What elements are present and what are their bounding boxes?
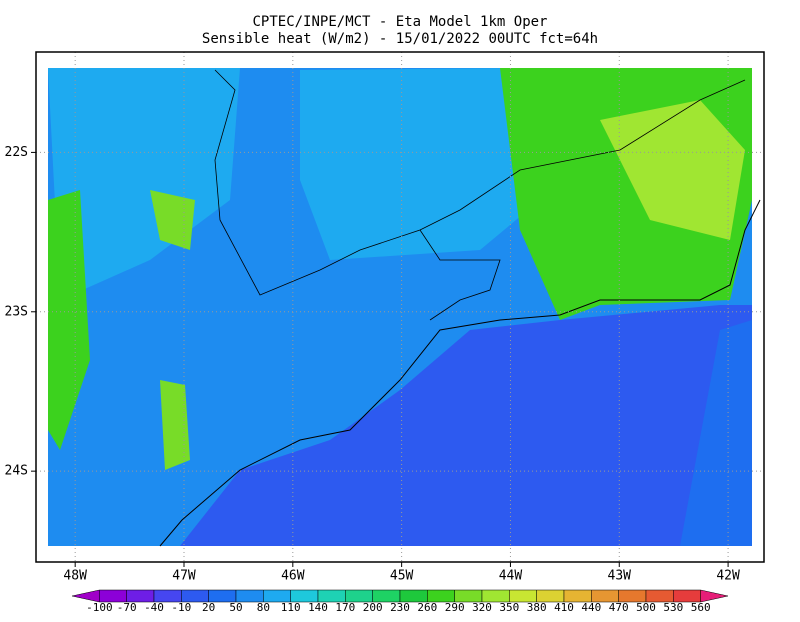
colorbar-label: 230 [390,601,410,614]
ocean-shade [680,320,752,546]
map-field [48,68,761,547]
coastline [159,199,761,547]
colorbar-label: 500 [636,601,656,614]
colorbar-label: 20 [202,601,215,614]
colorbar-label: 200 [363,601,383,614]
colorbar-label: -100 [86,601,113,614]
colorbar-label: 470 [609,601,629,614]
lon-tick-label: 47W [172,569,196,584]
state-border [419,229,501,321]
colorbar: -100 -70 -40 -10 20 50 80 110 140 170 200 230 260 290… [71,589,729,614]
lat-tick-label: 22S [5,145,28,160]
colorbar-label: 380 [527,601,547,614]
land-shade [300,68,540,260]
colorbar-label: 290 [445,601,465,614]
colorbar-label: 410 [554,601,574,614]
colorbar-label: 350 [499,601,519,614]
land-green [48,190,90,450]
land-warm [600,100,745,240]
colorbar-label: 440 [581,601,601,614]
colorbar-label: -40 [144,601,164,614]
ocean [180,305,752,546]
lon-tick-label: 44W [499,569,523,584]
colorbar-label: 320 [472,601,492,614]
colorbar-label: 260 [417,601,437,614]
lon-tick-label: 42W [716,569,740,584]
colorbar-label: 560 [691,601,711,614]
lon-tick-label: 46W [281,569,305,584]
map-frame [35,51,765,563]
lon-tick-label: 48W [63,569,87,584]
title-line-1: CPTEC/INPE/MCT - Eta Model 1km Oper [252,14,547,30]
colorbar-label: 50 [229,601,242,614]
colorbar-label: 80 [257,601,270,614]
land-warm [160,380,190,470]
lon-tick-label: 45W [390,569,414,584]
colorbar-bin [700,589,729,603]
title-line-2: Sensible heat (W/m2) - 15/01/2022 00UTC … [202,31,598,47]
lon-tick-label: 43W [608,569,632,584]
state-border [214,69,746,296]
colorbar-label: 530 [663,601,683,614]
colorbar-label: -10 [171,601,191,614]
colorbar-label: 140 [308,601,328,614]
graticule [31,52,764,567]
lat-tick-label: 23S [5,304,28,319]
land-shade [48,68,240,300]
colorbar-label: 170 [335,601,355,614]
lat-tick-label: 24S [5,464,28,479]
colorbar-label: 110 [281,601,301,614]
colorbar-label: -70 [117,601,137,614]
